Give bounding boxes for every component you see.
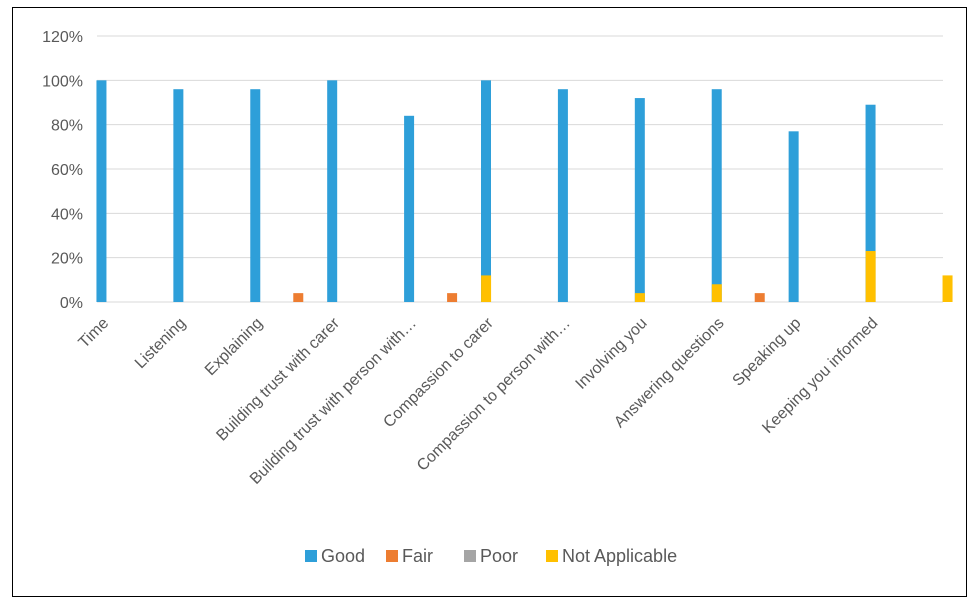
bar-good-1 (173, 89, 184, 302)
legend-label: Not Applicable (562, 546, 677, 566)
bar-chart: 0% 20% 40% 60% 80% 100% 120% Time Listening Expl… (42, 29, 953, 566)
bar-not-applicable-9 (865, 251, 876, 302)
bar-good-5 (481, 80, 491, 302)
y-tick-label: 100% (42, 73, 83, 90)
bar-not-applicable-7 (711, 284, 722, 302)
x-category-label: Compassion to person with… (414, 315, 574, 475)
legend-label: Poor (480, 546, 518, 566)
bar-good-0 (96, 80, 107, 302)
y-tick-label: 60% (51, 162, 83, 179)
y-tick-label: 20% (51, 251, 83, 268)
x-category-label: Involving you (573, 315, 651, 393)
x-category-label: Time (76, 315, 113, 352)
legend-label: Good (321, 546, 365, 566)
x-category-label: Speaking up (730, 315, 805, 390)
legend-swatch-not-applicable (546, 550, 558, 562)
bar-good-9 (788, 131, 799, 302)
gridlines (97, 35, 943, 303)
bar-good-2 (250, 89, 261, 302)
bar-good-3 (327, 80, 338, 302)
y-tick-label: 80% (51, 118, 83, 135)
bar-not-applicable-6 (634, 293, 645, 302)
bar-not-applicable-4 (481, 275, 492, 302)
legend: Good Fair Poor Not Applicable (305, 546, 677, 566)
y-tick-label: 120% (42, 29, 83, 46)
bar-good-10 (865, 104, 876, 302)
bars (96, 80, 953, 302)
bar-good-7 (634, 98, 645, 302)
y-tick-label: 0% (60, 295, 83, 312)
x-category-label: Listening (132, 315, 189, 372)
x-category-label: Building trust with person with… (247, 315, 420, 488)
legend-swatch-fair (386, 550, 398, 562)
bar-fair-4 (447, 293, 458, 302)
bar-fair-8 (754, 293, 765, 302)
bar-not-applicable-10 (942, 275, 953, 302)
legend-swatch-poor (464, 550, 476, 562)
x-category-label: Explaining (202, 315, 266, 379)
bar-good-4 (404, 115, 415, 302)
chart-frame: 0% 20% 40% 60% 80% 100% 120% Time Listening Expl… (12, 7, 967, 597)
bar-good-6 (557, 89, 568, 302)
x-category-label: Building trust with carer (213, 314, 343, 444)
bar-fair-2 (293, 293, 304, 302)
y-axis-labels: 0% 20% 40% 60% 80% 100% 120% (42, 29, 83, 312)
y-tick-label: 40% (51, 206, 83, 223)
legend-swatch-good (305, 550, 317, 562)
bar-good-8 (711, 89, 722, 302)
legend-label: Fair (402, 546, 433, 566)
